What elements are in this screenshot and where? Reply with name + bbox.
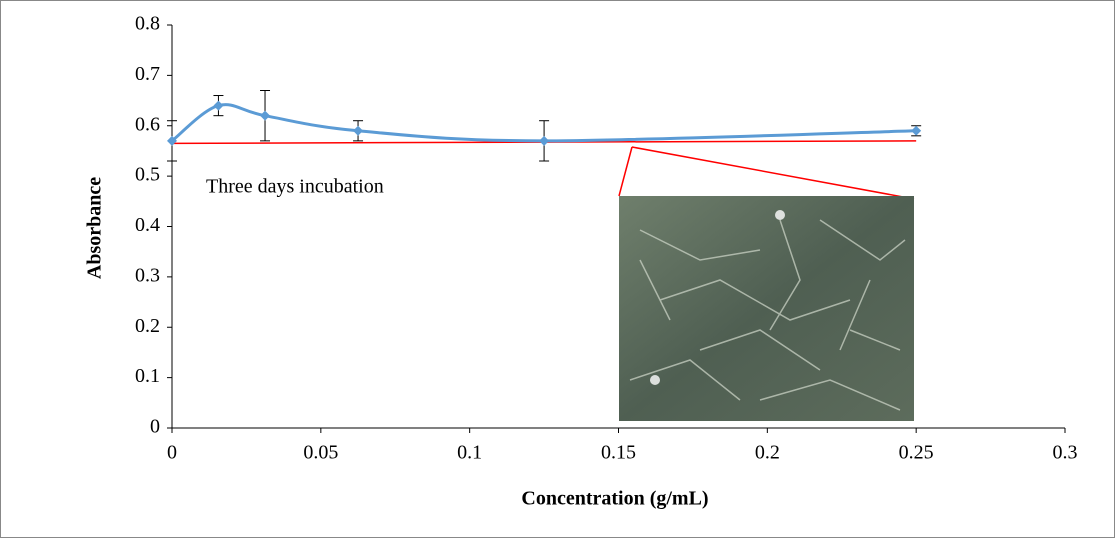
y-tick-label: 0 (150, 416, 160, 438)
y-tick-label: 0.3 (135, 264, 160, 286)
marker (911, 125, 922, 136)
photo-highlight (775, 210, 785, 220)
x-tick-label: 0.3 (1053, 442, 1078, 464)
x-tick-label: 0.25 (899, 442, 934, 464)
x-tick-label: 0.2 (755, 442, 780, 464)
x-tick-label: 0.15 (601, 442, 636, 464)
y-tick-label: 0.8 (135, 13, 160, 35)
callout-line (631, 146, 915, 200)
y-tick-label: 0.7 (135, 63, 160, 85)
photo (619, 196, 914, 421)
callout-line (618, 146, 633, 197)
marker (260, 110, 271, 121)
x-axis-label: Concentration (g/mL) (521, 488, 708, 510)
y-tick-label: 0.1 (135, 365, 160, 387)
plot-area: 0 0.1 0.2 0.3 0.4 0.5 0.6 0.7 0.8 0 0.05 0.1 0.15 0.2… (135, 13, 1078, 464)
marker (353, 125, 364, 136)
y-tick-label: 0.4 (135, 214, 160, 236)
x-tick-label: 0 (167, 442, 177, 464)
photo-highlight (650, 375, 660, 385)
y-tick-label: 0.2 (135, 315, 160, 337)
annotation: Three days incubation (206, 176, 384, 198)
y-tick-label: 0.5 (135, 164, 160, 186)
x-tick-label: 0.05 (303, 442, 338, 464)
y-tick-label: 0.6 (135, 113, 160, 135)
y-axis-label: Absorbance (84, 177, 106, 279)
marker (167, 135, 177, 146)
marker (539, 135, 550, 146)
photo-texture (629, 219, 906, 411)
x-tick-label: 0.1 (457, 442, 482, 464)
inset-photo (618, 146, 915, 421)
marker (213, 100, 224, 111)
